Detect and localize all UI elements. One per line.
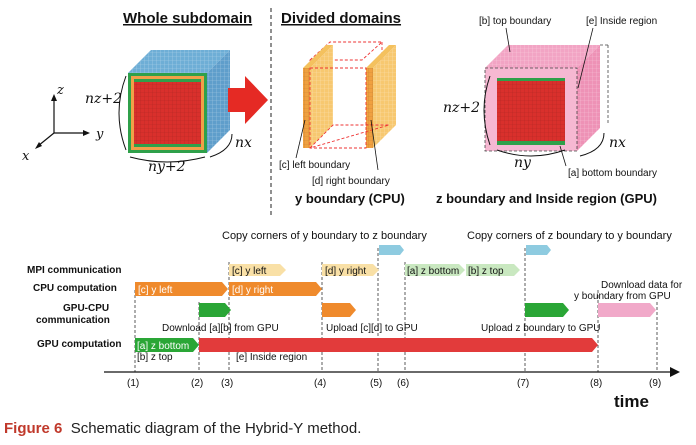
nx-brace-right (579, 132, 605, 157)
transform-arrow (228, 76, 268, 124)
pointer-d (370, 119, 379, 171)
tick-label: (7) (517, 378, 529, 389)
gpu-z-bottom-bar (135, 338, 199, 352)
pointer-c (295, 119, 306, 159)
nz2-label-left: nz+2 (85, 91, 122, 107)
tick-label: (8) (590, 378, 602, 389)
cpu-y-left-bar (135, 282, 228, 296)
ny2-brace (129, 156, 206, 163)
gpu-z-bottom-label: [a] z bottom (137, 341, 189, 352)
label-inside-region: [e] Inside region (586, 16, 657, 27)
caption-text: Schematic diagram of the Hybrid-Y method… (70, 420, 362, 437)
mpi-copy-z-to-y (526, 245, 551, 255)
tick-label: (4) (314, 378, 326, 389)
tick-label: (5) (370, 378, 382, 389)
tick-labels: (1) (2) (3) (4) (5) (6) (7) (8) (9) (127, 378, 661, 389)
gpu-inside-region-bar (199, 338, 598, 352)
whole-subdomain-title: Whole subdomain (123, 10, 252, 27)
mpi-z-top-label: [b] z top (468, 266, 504, 277)
nz2-brace-left (118, 75, 127, 151)
mpi-copy-y-to-z (379, 245, 404, 255)
row-mpi-label: MPI communication (27, 265, 121, 276)
mpi-y-left-label: [c] y left (232, 266, 267, 277)
y-boundary-cpu-title: y boundary (CPU) (295, 191, 405, 206)
ny-brace (496, 149, 566, 157)
tick-label: (1) (127, 378, 139, 389)
tick-label: (3) (221, 378, 233, 389)
mpi-z-bottom-label: [a] z bottom (407, 266, 459, 277)
mpi-y-left-bar (229, 264, 286, 276)
ny-label: ny (514, 155, 532, 171)
label-top-boundary: [b] top boundary (479, 16, 551, 27)
pointer-e (577, 27, 594, 89)
download-y-label-2: y boundary from GPU (574, 291, 671, 302)
mpi-z-top-bar (466, 264, 520, 276)
download-y-label-1: Download data for (601, 280, 683, 291)
row-cpu-label: CPU computation (33, 283, 117, 294)
z-boundary-gpu-title: z boundary and Inside region (GPU) (436, 191, 657, 206)
comm-download-ab-bar (199, 303, 231, 317)
nz2-brace-right (483, 75, 491, 146)
cpu-y-right-bar (229, 282, 322, 296)
caption-label: Figure 6 (4, 420, 63, 437)
upload-z-label: Upload z boundary to GPU (481, 323, 601, 334)
time-label: time (614, 392, 649, 411)
figure-caption: Figure 6 Schematic diagram of the Hybrid… (4, 420, 361, 437)
gpu-inside-region-label: [e] Inside region (236, 352, 307, 363)
copy-z-to-y-label: Copy corners of z boundary to y boundary (467, 230, 672, 242)
download-ab-label: Download [a][b] from GPU (162, 323, 279, 334)
copy-y-to-z-label: Copy corners of y boundary to z boundary (222, 230, 427, 242)
y-boundary-slabs (303, 41, 396, 149)
pointer-b (505, 27, 511, 53)
axis-y-label: y (95, 127, 104, 142)
nx-label-right: nx (609, 135, 626, 151)
label-left-boundary: [c] left boundary (279, 160, 350, 171)
label-right-boundary: [d] right boundary (312, 176, 390, 187)
axis-z-label: z (56, 83, 64, 98)
divided-domains-title: Divided domains (281, 10, 401, 27)
mpi-z-bottom-bar (405, 264, 465, 276)
nx-brace-left (209, 133, 233, 158)
cpu-y-left-label: [c] y left (138, 285, 173, 296)
tick-label: (9) (649, 378, 661, 389)
comm-upload-z-bar (525, 303, 569, 317)
pointer-a (559, 145, 567, 167)
gpu-z-top-label: [b] z top (137, 352, 173, 363)
axes: z y x (22, 83, 104, 164)
mpi-y-right-bar (322, 264, 379, 276)
tick-label: (2) (191, 378, 203, 389)
whole-subdomain-cube (128, 50, 230, 153)
row-gpucpu-label-2: communication (36, 315, 110, 326)
axis-x-label: x (22, 149, 30, 164)
tick-label: (6) (397, 378, 409, 389)
nx-label-left: nx (235, 135, 252, 151)
upload-cd-label: Upload [c][d] to GPU (326, 323, 418, 334)
nz2-label-right: nz+2 (443, 100, 480, 116)
ny2-label: ny+2 (148, 159, 186, 175)
cpu-y-right-label: [d] y right (232, 285, 273, 296)
time-axis-arrowhead (670, 367, 680, 377)
label-bottom-boundary: [a] bottom boundary (568, 168, 657, 179)
mpi-y-right-label: [d] y right (325, 266, 366, 277)
row-gpucpu-label-1: GPU-CPU (63, 303, 109, 314)
z-boundary-cube (484, 44, 609, 152)
row-gpu-label: GPU computation (37, 339, 121, 350)
comm-download-y-bar (598, 303, 656, 317)
comm-upload-cd-bar (322, 303, 356, 317)
